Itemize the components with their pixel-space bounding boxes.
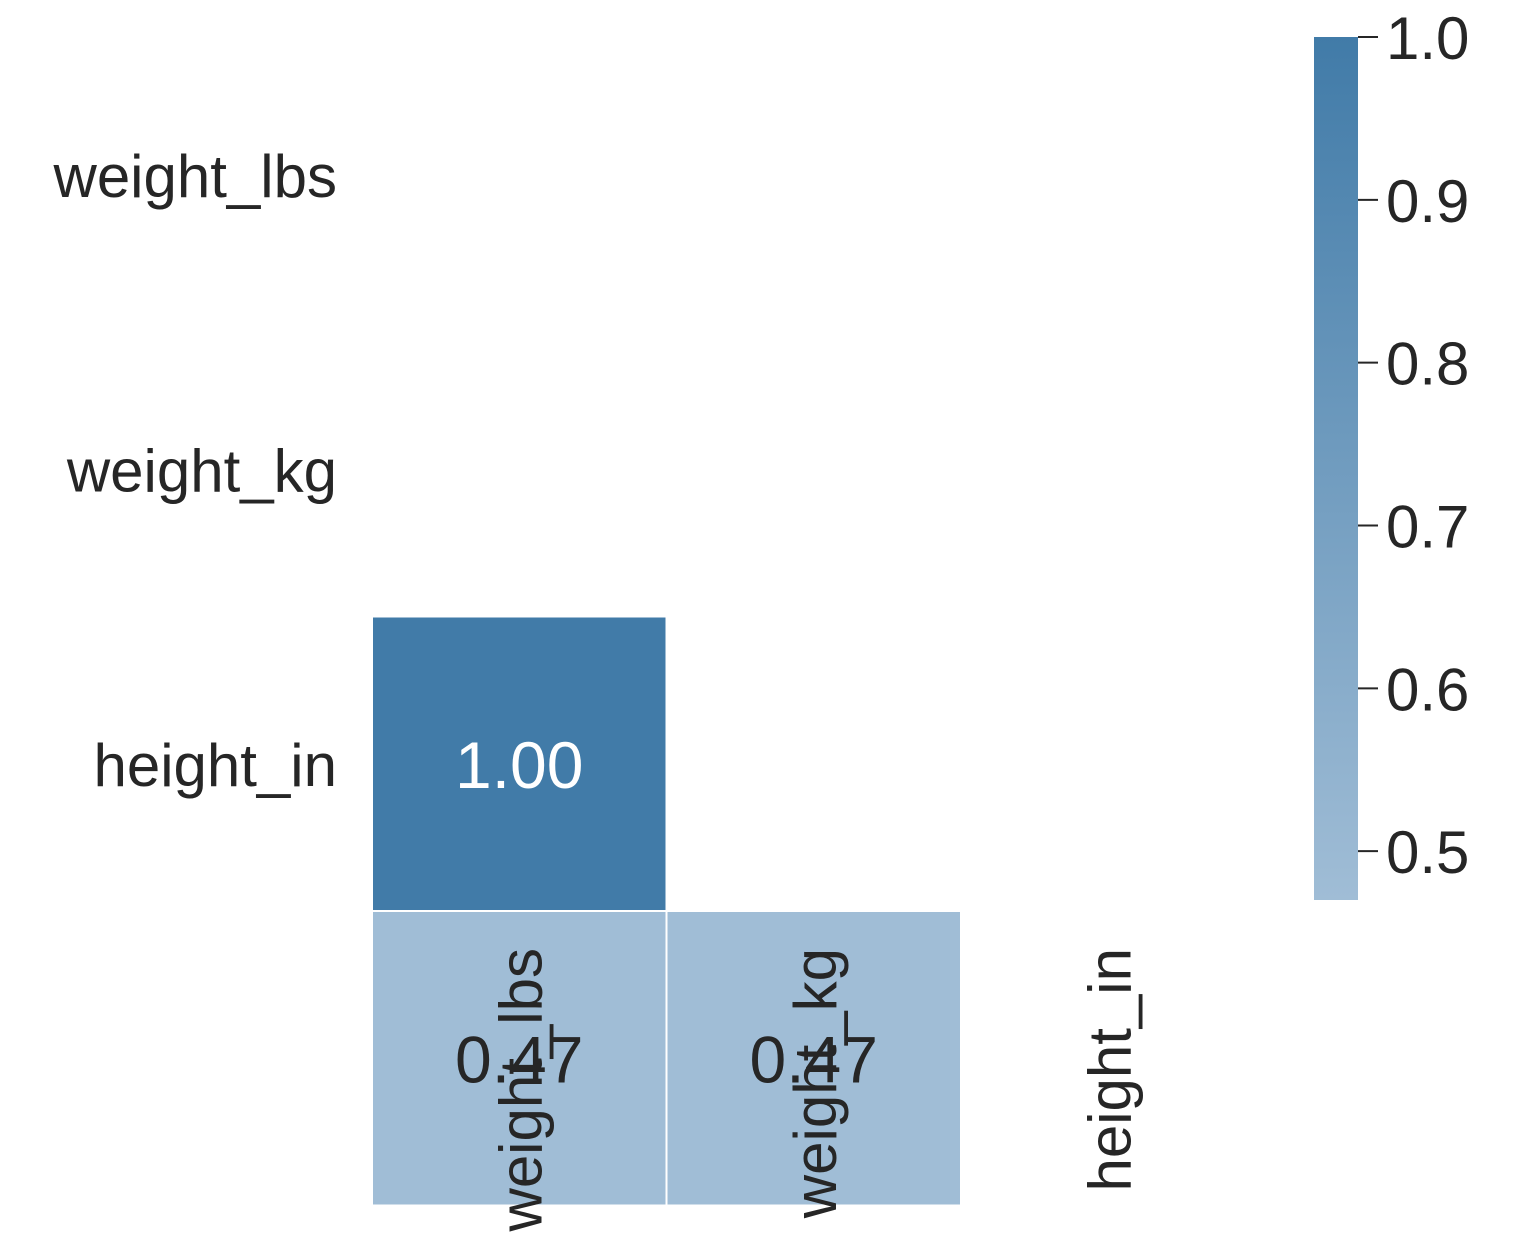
x-tick-labels: weight_lbs weight_kg height_in <box>487 948 1143 1233</box>
y-tick-label: height_in <box>93 732 337 799</box>
colorbar-tick-label: 0.5 <box>1386 819 1469 886</box>
cell-value-label: 1.00 <box>455 728 583 802</box>
y-tick-label: weight_lbs <box>52 143 337 210</box>
colorbar-gradient <box>1314 37 1358 900</box>
cell-value-label: 0.47 <box>750 1022 878 1096</box>
heatmap-cell <box>373 912 666 1205</box>
heatmap-cell <box>373 617 666 910</box>
heatmap-cell <box>667 912 960 1205</box>
colorbar-tick-label: 0.6 <box>1386 656 1469 723</box>
x-tick-label: weight_kg <box>782 948 849 1219</box>
colorbar-tick-label: 1.0 <box>1386 5 1469 72</box>
x-tick-label: weight_lbs <box>487 948 554 1233</box>
x-tick-label: height_in <box>1076 948 1143 1192</box>
colorbar-tick-label: 0.8 <box>1386 331 1469 398</box>
y-tick-label: weight_kg <box>66 437 337 504</box>
heatmap-cells: 1.00 0.47 0.47 <box>373 617 960 1205</box>
colorbar: 1.0 0.9 0.8 0.7 0.6 0.5 <box>1314 5 1469 900</box>
y-tick-labels: weight_lbs weight_kg height_in <box>52 143 337 799</box>
cell-value-label: 0.47 <box>455 1022 583 1096</box>
colorbar-tick-label: 0.9 <box>1386 168 1469 235</box>
colorbar-tick-label: 0.7 <box>1386 493 1469 560</box>
